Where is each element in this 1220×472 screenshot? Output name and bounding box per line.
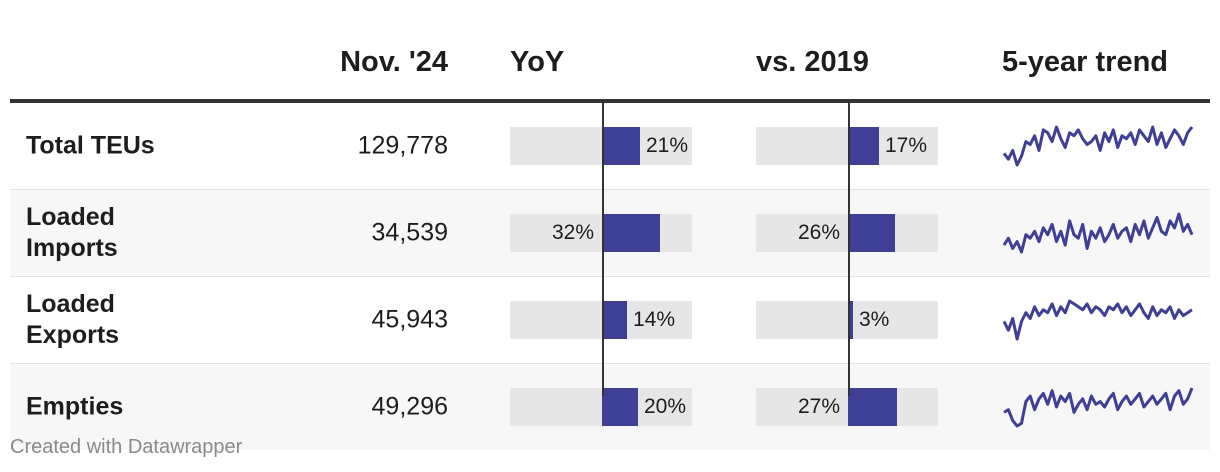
vs-2019-label: 26% (797, 221, 840, 244)
table-row: Loaded Exports 45,943 14% 3% (10, 277, 1210, 364)
yoy-bar (602, 301, 627, 339)
vs-2019-label: 27% (797, 395, 840, 418)
yoy-bar (602, 214, 660, 252)
table-row: Empties 49,296 20% 27% (10, 364, 1210, 450)
row-label: Empties (26, 392, 124, 421)
vs-2019-bar (848, 127, 879, 165)
table-row: Total TEUs 129,778 21% 17% (10, 103, 1210, 190)
trend-sparkline (1002, 212, 1194, 254)
vs-2019-bar-track: 17% (756, 127, 938, 165)
yoy-bar-track: 14% (510, 301, 692, 339)
row-value: 45,943 (371, 305, 448, 334)
row-value: 49,296 (371, 392, 448, 421)
table-row: Loaded Imports 34,539 32% 26% (10, 190, 1210, 277)
trend-sparkline (1002, 125, 1194, 167)
yoy-label: 32% (551, 221, 594, 244)
header-vs-2019[interactable]: vs. 2019 (756, 46, 869, 78)
vs-2019-bar (848, 301, 853, 339)
row-label: Total TEUs (26, 131, 155, 160)
row-value: 34,539 (371, 218, 448, 247)
vs-2019-bar-track: 26% (756, 214, 938, 252)
footer-credit[interactable]: Created with Datawrapper (10, 436, 243, 458)
yoy-bar-track: 20% (510, 388, 692, 426)
yoy-bar (602, 127, 640, 165)
trend-sparkline (1002, 299, 1193, 341)
trend-line (1002, 212, 1194, 254)
header-value[interactable]: Nov. '24 (340, 46, 448, 78)
data-table: Nov. '24 YoY vs. 2019 5-year trend Total… (10, 0, 1210, 450)
vs-2019-bar-track: 3% (756, 301, 938, 339)
vs-2019-zero-line (848, 99, 850, 396)
header-trend[interactable]: 5-year trend (1002, 46, 1169, 78)
vs-2019-bar (848, 214, 895, 252)
yoy-bar-track: 32% (510, 214, 692, 252)
vs-2019-bar-track: 27% (756, 388, 938, 426)
row-label: Loaded Imports (26, 203, 118, 262)
vs-2019-bar (848, 388, 897, 426)
yoy-label: 14% (633, 308, 676, 331)
trend-line (1002, 299, 1193, 341)
vs-2019-label: 3% (859, 308, 890, 331)
trend-sparkline (1003, 387, 1194, 428)
yoy-bar (602, 388, 638, 426)
trend-line (1002, 125, 1194, 167)
table-header: Nov. '24 YoY vs. 2019 5-year trend (10, 0, 1210, 103)
yoy-zero-line (602, 99, 604, 396)
vs-2019-label: 17% (885, 134, 928, 157)
yoy-bar-track: 21% (510, 127, 692, 165)
header-yoy[interactable]: YoY (510, 46, 565, 78)
yoy-label: 21% (646, 134, 689, 157)
row-value: 129,778 (357, 131, 448, 160)
yoy-label: 20% (644, 395, 687, 418)
trend-line (1003, 387, 1194, 428)
row-label: Loaded Exports (26, 290, 120, 349)
